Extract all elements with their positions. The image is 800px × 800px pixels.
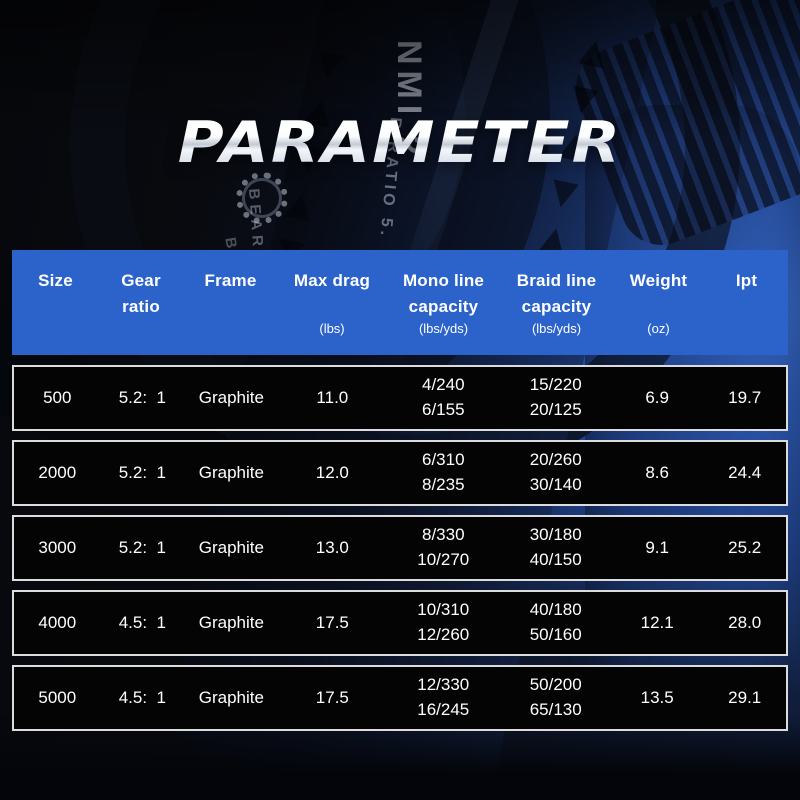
cell-mono-capacity: 6/310 8/235 (386, 442, 500, 504)
cell-size: 500 (43, 388, 72, 407)
mono-line-1: 10/310 (417, 600, 470, 620)
header-label: Mono line capacity (402, 271, 485, 316)
page-title: PARAMETER (0, 110, 800, 176)
header-unit: (lbs/yds) (418, 321, 469, 336)
table-header: Size Gear ratio Frame Max drag (lbs) Mon… (12, 250, 788, 355)
cell-gear-ratio: 5.2: 1 (118, 388, 166, 407)
header-frame: Frame (183, 250, 278, 355)
header-gear-ratio: Gear ratio (99, 250, 183, 355)
mono-line-1: 12/330 (417, 675, 470, 695)
cell-gear-ratio: 5.2: 1 (118, 538, 166, 557)
top-shadow-overlay (0, 0, 800, 140)
cell-max-drag: 11.0 (316, 388, 349, 407)
spec-table: Size Gear ratio Frame Max drag (lbs) Mon… (12, 250, 788, 731)
header-label: Gear ratio (121, 271, 161, 316)
cell-mono-capacity: 8/330 10/270 (386, 517, 500, 579)
cell-max-drag: 13.0 (315, 538, 349, 557)
header-unit: (oz) (647, 321, 670, 336)
cell-size: 4000 (38, 613, 77, 632)
cell-frame: Graphite (198, 688, 264, 707)
table-row-5000: 5000 4.5: 1 Graphite 17.5 12/330 16/245 … (12, 665, 788, 731)
cell-ipt: 19.7 (728, 388, 762, 407)
header-label: Weight (629, 271, 688, 290)
table-row-4000: 4000 4.5: 1 Graphite 17.5 10/310 12/260 … (12, 590, 788, 656)
cell-gear-ratio: 5.2: 1 (118, 463, 166, 482)
cell-braid-capacity: 50/200 65/130 (500, 667, 610, 729)
cell-ipt: 29.1 (728, 688, 762, 707)
cell-ipt: 28.0 (728, 613, 762, 632)
header-label: Max drag (293, 271, 371, 290)
cell-mono-capacity: 4/240 6/155 (386, 367, 500, 429)
header-max-drag: Max drag (lbs) (278, 250, 386, 355)
cell-frame: Graphite (198, 388, 264, 407)
mono-line-1: 4/240 (421, 375, 465, 395)
header-ipt: Ipt (705, 250, 788, 355)
braid-line-2: 40/150 (529, 550, 582, 569)
braid-line-1: 50/200 (529, 675, 582, 695)
braid-line-1: 20/260 (529, 450, 582, 470)
mono-line-2: 12/260 (417, 625, 470, 644)
braid-line-1: 15/220 (529, 375, 582, 395)
cell-weight: 13.5 (640, 688, 674, 707)
cell-braid-capacity: 30/180 40/150 (500, 517, 610, 579)
mono-line-2: 10/270 (417, 550, 470, 569)
braid-line-2: 20/125 (529, 400, 582, 419)
cell-mono-capacity: 10/310 12/260 (386, 592, 500, 654)
table-row-500: 500 5.2: 1 Graphite 11.0 4/240 6/155 15/… (12, 365, 788, 431)
cell-weight: 9.1 (645, 538, 669, 557)
cell-size: 2000 (38, 463, 77, 482)
braid-line-2: 50/160 (529, 625, 582, 644)
cell-braid-capacity: 20/260 30/140 (500, 442, 610, 504)
cell-frame: Graphite (198, 538, 264, 557)
cell-gear-ratio: 4.5: 1 (118, 613, 166, 632)
mono-line-2: 16/245 (417, 700, 470, 719)
cell-weight: 12.1 (640, 613, 674, 632)
mono-line-1: 6/310 (421, 450, 465, 470)
mono-line-2: 8/235 (421, 475, 465, 494)
header-label: Frame (204, 271, 257, 290)
cell-max-drag: 12.0 (315, 463, 349, 482)
braid-line-2: 30/140 (529, 475, 582, 494)
cell-max-drag: 17.5 (315, 613, 349, 632)
header-unit: (lbs) (319, 321, 345, 336)
braid-line-1: 30/180 (529, 525, 582, 545)
header-label: Size (38, 271, 73, 290)
header-label: Braid line capacity (516, 271, 597, 316)
cell-frame: Graphite (198, 613, 264, 632)
cell-size: 3000 (38, 538, 77, 557)
cell-weight: 6.9 (645, 388, 669, 407)
mono-line-1: 8/330 (421, 525, 465, 545)
header-weight: Weight (oz) (612, 250, 705, 355)
cell-ipt: 24.4 (728, 463, 762, 482)
cell-weight: 8.6 (645, 463, 669, 482)
table-row-3000: 3000 5.2: 1 Graphite 13.0 8/330 10/270 3… (12, 515, 788, 581)
cell-gear-ratio: 4.5: 1 (118, 688, 166, 707)
cell-braid-capacity: 15/220 20/125 (500, 367, 610, 429)
cell-mono-capacity: 12/330 16/245 (386, 667, 500, 729)
cell-ipt: 25.2 (728, 538, 762, 557)
cell-size: 5000 (38, 688, 77, 707)
cell-frame: Graphite (198, 463, 264, 482)
header-mono-capacity: Mono line capacity (lbs/yds) (386, 250, 501, 355)
braid-line-1: 40/180 (529, 600, 582, 620)
header-size: Size (12, 250, 99, 355)
mono-line-2: 6/155 (421, 400, 465, 419)
header-label: Ipt (735, 271, 758, 290)
braid-line-2: 65/130 (529, 700, 582, 719)
header-braid-capacity: Braid line capacity (lbs/yds) (501, 250, 612, 355)
cell-braid-capacity: 40/180 50/160 (500, 592, 610, 654)
header-unit: (lbs/yds) (531, 321, 582, 336)
table-row-2000: 2000 5.2: 1 Graphite 12.0 6/310 8/235 20… (12, 440, 788, 506)
cell-max-drag: 17.5 (315, 688, 349, 707)
